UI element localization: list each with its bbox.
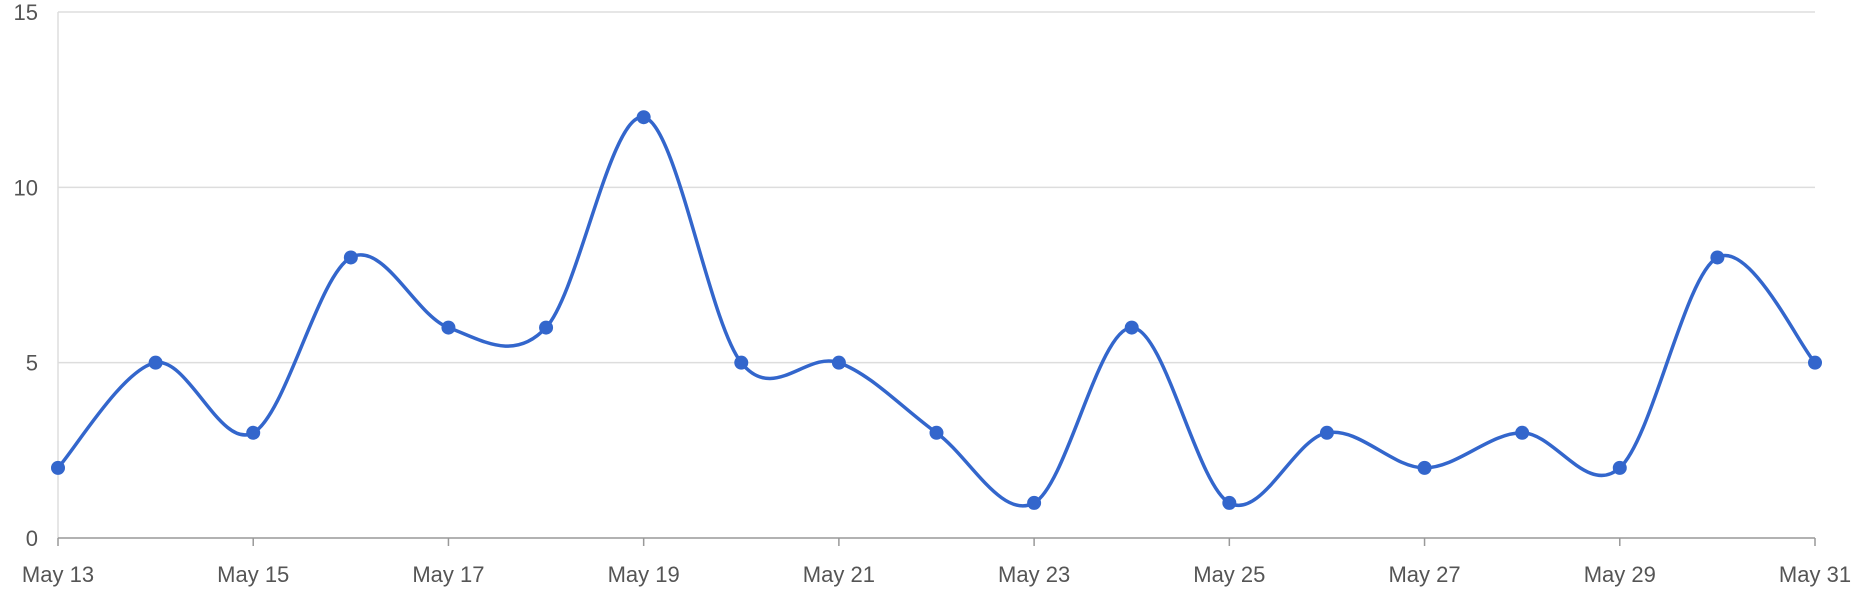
data-point-may-17 xyxy=(441,320,456,335)
x-tick-label: May 27 xyxy=(1388,562,1460,587)
data-point-may-22 xyxy=(929,425,944,440)
label-layer: 0 5 10 15 May 13 May 15 May 17 May 19 May 21 May … xyxy=(14,0,1852,587)
data-point-may-18 xyxy=(539,320,554,335)
x-tick-label: May 19 xyxy=(608,562,680,587)
line-layer xyxy=(56,115,1817,508)
data-point-may-15 xyxy=(246,425,261,440)
data-point-may-20 xyxy=(734,355,749,370)
axis-layer xyxy=(57,12,1816,546)
data-point-may-27 xyxy=(1417,460,1432,475)
x-tick-label: May 17 xyxy=(412,562,484,587)
x-tick-label: May 15 xyxy=(217,562,289,587)
data-point-may-26 xyxy=(1319,425,1334,440)
data-point-may-14 xyxy=(148,355,163,370)
grid-layer xyxy=(58,11,1815,364)
series-line-0 xyxy=(56,115,1817,508)
data-point-may-25 xyxy=(1222,495,1237,510)
data-point-may-21 xyxy=(831,355,846,370)
data-point-may-16 xyxy=(343,250,358,265)
y-tick-label: 10 xyxy=(14,175,38,200)
x-tick-label: May 29 xyxy=(1584,562,1656,587)
point-layer xyxy=(51,110,1822,510)
x-tick-label: May 25 xyxy=(1193,562,1265,587)
y-tick-label: 5 xyxy=(26,351,38,376)
data-point-may-23 xyxy=(1027,495,1042,510)
data-point-may-29 xyxy=(1612,460,1627,475)
data-point-may-19 xyxy=(636,110,651,125)
data-point-may-24 xyxy=(1124,320,1139,335)
data-point-may-13 xyxy=(51,460,65,475)
data-point-may-30 xyxy=(1710,250,1725,265)
y-tick-label: 15 xyxy=(14,0,38,25)
x-tick-label: May 21 xyxy=(803,562,875,587)
y-tick-label: 0 xyxy=(26,526,38,551)
x-tick-label: May 23 xyxy=(998,562,1070,587)
data-point-may-28 xyxy=(1515,425,1530,440)
data-point-may-31 xyxy=(1808,355,1822,370)
x-tick-label: May 13 xyxy=(22,562,94,587)
x-tick-label: May 31 xyxy=(1779,562,1851,587)
